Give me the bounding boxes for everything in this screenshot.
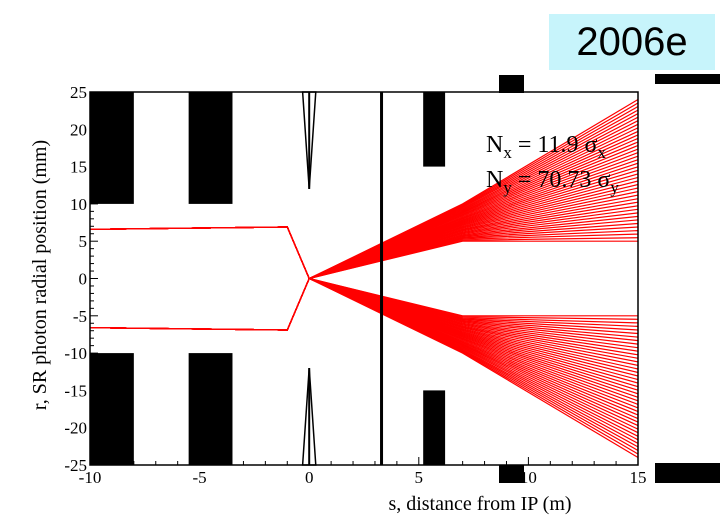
mask-c-bottom [423,390,446,465]
lower-fan-to-lower [89,277,639,459]
y-tick-label: -10 [64,344,87,363]
offplot-block-4 [655,463,720,483]
fan-ray [89,212,639,280]
x-tick-label: -5 [193,468,207,487]
mask-b-top [188,92,233,204]
y-tick-label: -15 [64,381,87,400]
offplot-blocks [499,74,720,483]
y-tick-label: -20 [64,419,87,438]
annotations: Nx = 11.9 σx Ny = 70.73 σy [486,132,619,197]
x-tick-label: 10 [520,468,537,487]
fan-ray [89,208,639,280]
fan-ray [89,205,639,280]
offplot-block-2 [655,74,720,84]
x-tick-label: -10 [79,468,102,487]
y-tick-label: 10 [70,195,87,214]
mask-a-bottom [90,353,134,465]
y-tick-label: 0 [79,270,88,289]
y-tick-label: 20 [70,120,87,139]
offplot-block-1 [499,75,524,93]
y-tick-label: -5 [73,307,87,326]
photon-fan [89,98,639,459]
y-tick-label: 25 [70,83,87,102]
y-tick-label: 15 [70,158,87,177]
y-axis-label: r, SR photon radial position (mm) [29,140,51,410]
fan-ray [89,277,639,342]
x-tick-label: 0 [305,468,314,487]
y-tick-label: -25 [64,456,87,475]
fan-ray [89,277,639,352]
annotation-1: Nx = 11.9 σx [486,132,606,162]
fan-ray [89,277,638,331]
x-tick-label: 15 [630,468,647,487]
absorbers [90,91,446,466]
fan-ray [89,215,639,280]
ip-cone-top-core [308,92,311,189]
fan-ray [89,277,639,349]
x-tick-label: 5 [415,468,424,487]
mask-b-bottom [188,353,233,465]
offplot-block-3 [499,465,524,483]
ip-cone-bottom-core [308,368,311,465]
x-axis-label: s, distance from IP (m) [388,493,571,515]
y-tick-label: 5 [79,232,88,251]
version-badge: 2006e [549,14,715,70]
mask-a-top [90,92,134,204]
fan-ray [89,277,639,345]
thin-wall [380,92,384,465]
annotation-2: Ny = 70.73 σy [486,167,619,197]
axes: -10 -5 0 5 10 15 -25 -20 -15 -10 -5 0 5 10 15 20 25 [64,83,646,487]
mask-c-top [423,92,446,167]
